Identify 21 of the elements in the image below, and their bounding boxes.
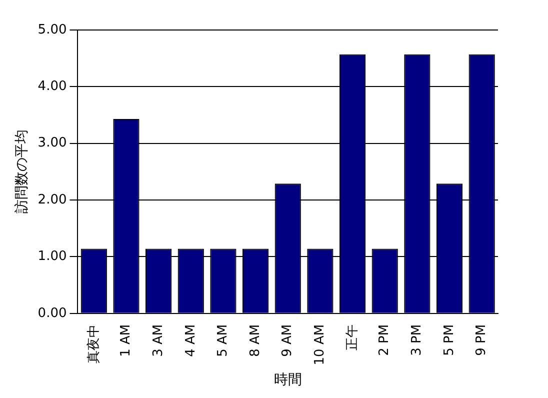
x-tick-label: 3 PM — [410, 324, 425, 356]
x-tick-label: 5 PM — [442, 324, 457, 356]
y-tick-label: 3.00 — [38, 136, 67, 151]
x-axis-title: 時間 — [274, 372, 302, 388]
x-tick-label: 2 PM — [377, 324, 392, 356]
x-tick-label: 5 AM — [216, 324, 231, 357]
x-tick-label: 8 AM — [248, 324, 263, 357]
x-tick-label: 真夜中 — [85, 324, 102, 364]
y-axis-title: 訪問数の平均 — [14, 130, 30, 214]
x-tick-label: 10 AM — [312, 324, 328, 366]
y-tick-label: 1.00 — [38, 249, 67, 264]
y-tick-label: 5.00 — [38, 22, 67, 38]
x-tick-label: 3 AM — [150, 324, 166, 357]
y-tick-label: 2.00 — [38, 192, 67, 208]
x-tick-label: 9 PM — [474, 324, 490, 356]
y-tick-label: 4.00 — [38, 79, 67, 94]
x-tick-label: 9 AM — [280, 324, 296, 357]
x-tick-label: 4 AM — [183, 324, 198, 357]
y-tick-label: 0.00 — [38, 306, 67, 321]
x-tick-label: 正午 — [344, 324, 360, 350]
x-tick-label: 1 AM — [118, 324, 134, 357]
